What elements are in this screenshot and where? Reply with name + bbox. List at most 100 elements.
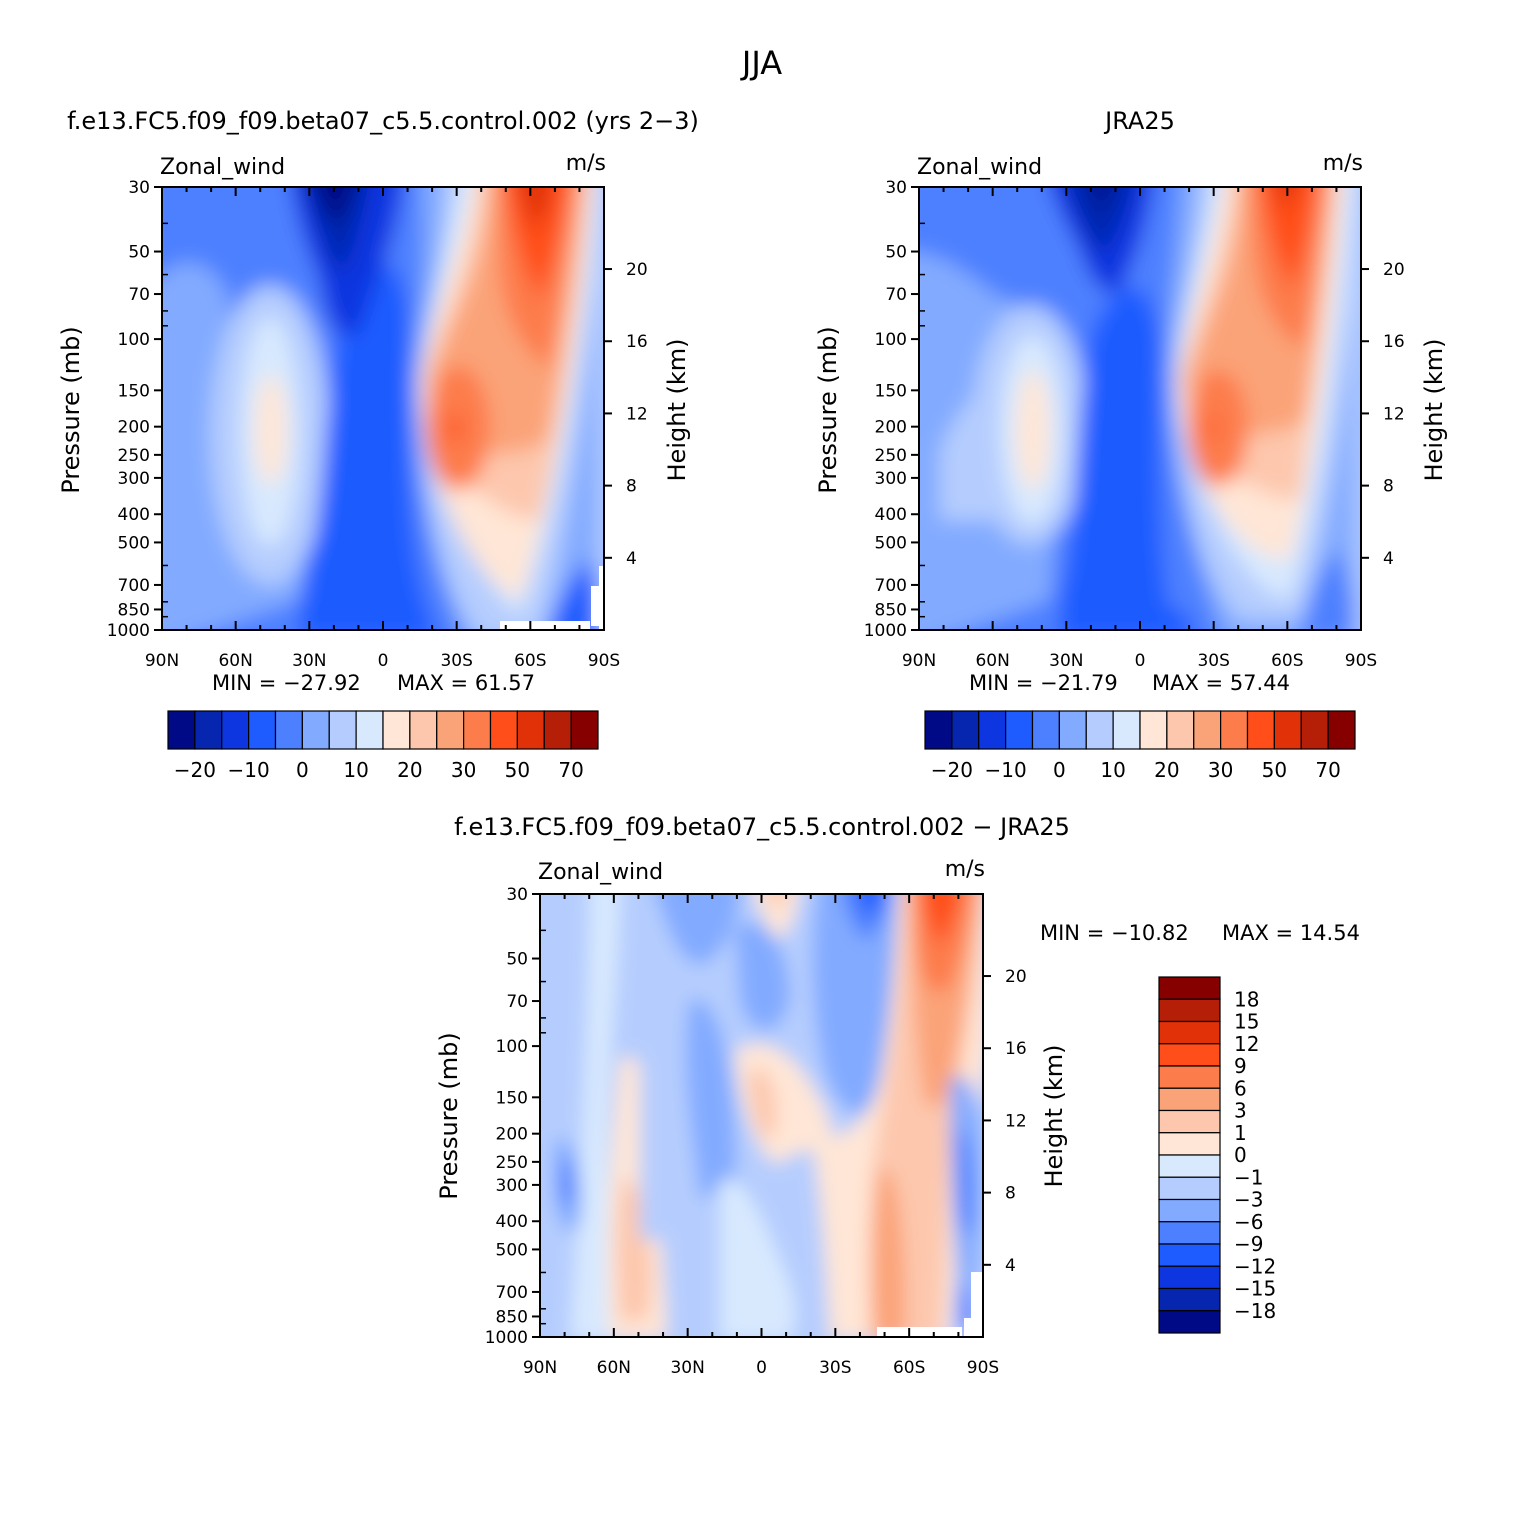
colorbar-label: −20 (174, 758, 216, 782)
colorbar-label: −18 (1234, 1299, 1276, 1323)
panel-diff-height-tick-label: 20 (1005, 967, 1027, 987)
colorbar-swatch (1158, 1109, 1221, 1134)
colorbar-swatch (570, 710, 599, 750)
panel-jra25-subtitle: JRA25 (1103, 107, 1175, 135)
colorbar-swatch (328, 710, 357, 750)
panel-diff-xtick-label: 0 (756, 1358, 767, 1378)
panel-jra25-ytick-label: 850 (875, 600, 907, 620)
panel-model-xtick-label: 60S (514, 651, 546, 671)
panel-jra25-height-tick-label: 12 (1383, 404, 1405, 424)
colorbar-label: 18 (1234, 987, 1259, 1011)
colorbar-label: 70 (1315, 758, 1340, 782)
colorbar-label: −12 (1234, 1254, 1276, 1278)
panel-model-xtick-label: 30N (292, 651, 326, 671)
panel-diff-ytick-label: 100 (496, 1037, 528, 1057)
colorbar-label: −10 (228, 758, 270, 782)
panel-diff-ylabel: Pressure (mb) (435, 1032, 463, 1199)
panel-diff-xtick-label: 60S (893, 1358, 925, 1378)
colorbar-swatch (1158, 1265, 1221, 1290)
panel-jra25-min: MIN = −21.79 (969, 671, 1118, 695)
panel-jra25-ytick-label: 400 (875, 505, 907, 525)
colorbar-swatch (489, 710, 518, 750)
colorbar-label: 10 (343, 758, 368, 782)
panel-jra25-ytick-label: 700 (875, 576, 907, 596)
colorbar-label: −10 (985, 758, 1027, 782)
colorbar-label: 6 (1234, 1076, 1247, 1100)
colorbar-swatch (1158, 1020, 1221, 1045)
colorbar-swatch (978, 710, 1007, 750)
panel-model-ylabel: Pressure (mb) (57, 326, 85, 493)
figure-title: JJA (740, 44, 782, 82)
panel-jra25-ytick-label: 200 (875, 418, 907, 438)
panel-diff-xtick-label: 30S (819, 1358, 851, 1378)
panel-jra25-ylabel-right: Height (km) (1420, 339, 1448, 482)
panel-jra25-height-tick-label: 20 (1383, 260, 1405, 280)
colorbar-swatch (1193, 710, 1222, 750)
panel-model-ytick-label: 70 (128, 285, 150, 305)
colorbar-label: −9 (1234, 1232, 1263, 1256)
colorbar-swatch (248, 710, 277, 750)
panel-jra25-ylabel: Pressure (mb) (814, 326, 842, 493)
panel-jra25-variable: Zonal_wind (917, 155, 1042, 180)
colorbar-swatch (382, 710, 411, 750)
panel-model-xtick-label: 30S (440, 651, 472, 671)
panel-diff-variable: Zonal_wind (538, 860, 663, 885)
panel-diff-ytick-label: 50 (506, 950, 528, 970)
panel-model-ytick-label: 400 (118, 505, 150, 525)
colorbar-label: 20 (397, 758, 422, 782)
panel-diff-ytick-label: 30 (506, 885, 528, 905)
panel-model-xtick-label: 90S (588, 651, 620, 671)
panel-jra25: JRA25 Zonal_wind m/s (814, 107, 1448, 695)
panel-diff-height-tick-label: 12 (1005, 1111, 1027, 1131)
colorbar-swatch (924, 710, 953, 750)
panel-model-variable: Zonal_wind (160, 155, 285, 180)
panel-diff: f.e13.FC5.f09_f09.beta07_c5.5.control.00… (435, 813, 1360, 1378)
colorbar-swatch (463, 710, 492, 750)
panel-jra25-ytick-label: 250 (875, 446, 907, 466)
panel-model-ytick-label: 200 (118, 418, 150, 438)
panel-jra25-ytick-label: 500 (875, 533, 907, 553)
panel-model-ytick-label: 300 (118, 469, 150, 489)
panel-diff-ytick-label: 200 (496, 1125, 528, 1145)
panel-diff-ytick-label: 250 (496, 1153, 528, 1173)
panel-jra25-xtick-label: 0 (1135, 651, 1146, 671)
panel-model-max: MAX = 61.57 (397, 671, 535, 695)
colorbar-swatch (1112, 710, 1141, 750)
colorbar-label: 30 (1208, 758, 1233, 782)
colorbar-label: 9 (1234, 1054, 1247, 1078)
colorbar-label: 1 (1234, 1121, 1247, 1145)
panel-jra25-xtick-label: 90N (902, 651, 936, 671)
colorbar-swatch (1158, 1132, 1221, 1156)
panel-model-xtick-label: 60N (218, 651, 252, 671)
panel-model-min: MIN = −27.92 (212, 671, 361, 695)
panel-model-ytick-label: 100 (118, 330, 150, 350)
panel-diff-units: m/s (945, 857, 985, 882)
colorbar-swatch (1158, 976, 1221, 1000)
panel-diff-ytick-label: 700 (496, 1283, 528, 1303)
panel-model-ytick-label: 150 (118, 381, 150, 401)
colorbar-label: 70 (558, 758, 583, 782)
panel-diff-ytick-label: 850 (496, 1307, 528, 1327)
colorbar-swatch (355, 710, 384, 750)
panel-jra25-xtick-label: 60S (1271, 651, 1303, 671)
colorbar-label: 50 (505, 758, 530, 782)
panel-model-xtick-label: 0 (378, 651, 389, 671)
colorbar-swatch (951, 710, 980, 750)
panel-jra25-max: MAX = 57.44 (1152, 671, 1290, 695)
panel-model-units: m/s (566, 151, 606, 176)
panel-model-xtick-label: 90N (145, 651, 179, 671)
panel-model-height-tick-label: 8 (626, 477, 637, 497)
panel-diff-ytick-label: 400 (496, 1212, 528, 1232)
panel-diff-xtick-label: 60N (597, 1358, 631, 1378)
colorbar-swatch (1158, 1221, 1221, 1245)
colorbar-label: 3 (1234, 1099, 1247, 1123)
panel-model-ytick-label: 250 (118, 446, 150, 466)
colorbar-swatch (1158, 1310, 1221, 1334)
panel-jra25-ytick-label: 70 (885, 285, 907, 305)
panel-model-contour-field (162, 187, 604, 630)
panel-jra25-ytick-label: 50 (885, 243, 907, 263)
colorbar-swatch (1166, 710, 1195, 750)
panel-diff-height-tick-label: 16 (1005, 1039, 1027, 1059)
colorbar-label: 30 (451, 758, 476, 782)
